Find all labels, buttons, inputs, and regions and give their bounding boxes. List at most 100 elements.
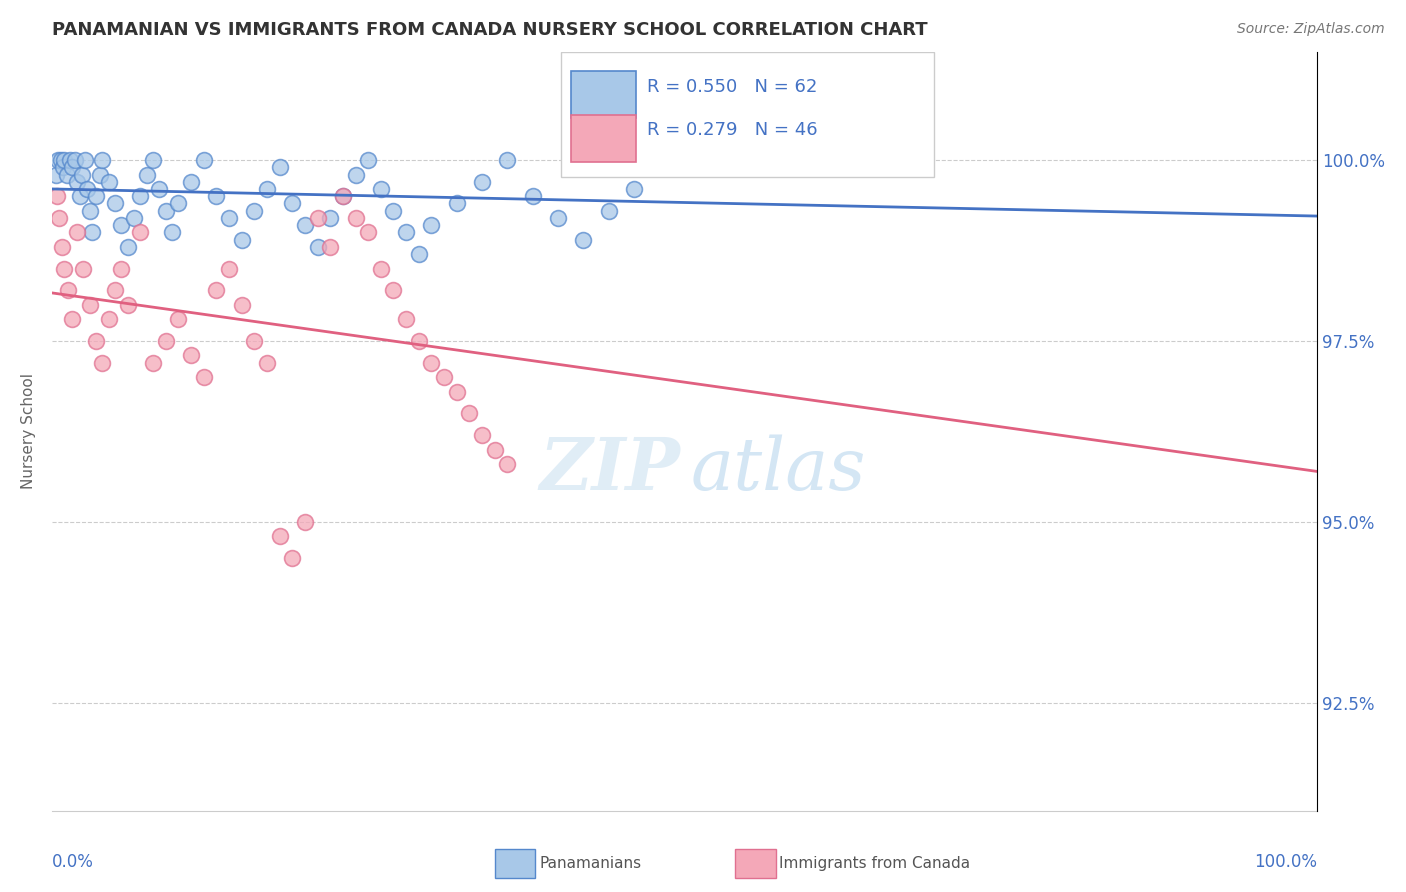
Point (433, 370, 456, 384)
Point (243, 203, 266, 218)
Point (357, 226, 380, 240)
Point (63, 153, 86, 167)
Point (84, 334, 107, 348)
Point (91, 356, 114, 370)
Point (307, 211, 329, 225)
Point (180, 349, 202, 363)
Text: Immigrants from Canada: Immigrants from Canada (779, 855, 970, 871)
Point (60, 312, 83, 326)
Point (382, 283, 405, 297)
Point (231, 233, 253, 247)
Point (84, 189, 107, 203)
Point (56, 168, 79, 182)
Y-axis label: Nursery School: Nursery School (21, 374, 35, 490)
Point (45, 168, 67, 182)
Point (281, 196, 304, 211)
Point (180, 175, 202, 189)
Point (218, 261, 240, 276)
Point (104, 196, 127, 211)
Point (97, 175, 120, 189)
Point (446, 196, 468, 211)
Text: Panamanians: Panamanians (538, 855, 641, 871)
Point (395, 312, 418, 326)
Point (129, 189, 152, 203)
Point (110, 218, 132, 232)
Point (218, 211, 240, 225)
Point (623, 182, 645, 196)
Point (344, 211, 367, 225)
Point (319, 211, 342, 225)
Point (58, 283, 80, 297)
Point (167, 312, 190, 326)
Point (382, 203, 405, 218)
Point (648, 161, 671, 175)
Point (269, 529, 291, 543)
Text: 0.0%: 0.0% (52, 854, 94, 871)
Point (294, 218, 316, 232)
Point (370, 182, 392, 196)
Point (484, 442, 506, 457)
Point (142, 153, 165, 167)
Point (332, 189, 354, 203)
Point (737, 153, 759, 167)
Point (122, 211, 145, 225)
Point (547, 211, 569, 225)
Point (72, 261, 94, 276)
Point (357, 153, 380, 167)
Text: R = 0.279   N = 46: R = 0.279 N = 46 (647, 120, 817, 139)
Point (344, 168, 367, 182)
Point (408, 334, 430, 348)
Text: atlas: atlas (690, 434, 866, 505)
Point (256, 182, 278, 196)
Point (598, 203, 620, 218)
FancyBboxPatch shape (571, 71, 637, 119)
FancyBboxPatch shape (735, 848, 776, 878)
Point (91, 153, 114, 167)
Point (370, 261, 392, 276)
Point (446, 384, 468, 399)
Point (243, 334, 266, 348)
Point (471, 175, 494, 189)
Point (332, 189, 354, 203)
Point (673, 153, 696, 167)
Text: R = 0.550   N = 62: R = 0.550 N = 62 (647, 78, 817, 96)
Point (458, 406, 481, 420)
Point (117, 298, 139, 312)
Point (97, 312, 120, 326)
FancyBboxPatch shape (571, 114, 637, 161)
FancyBboxPatch shape (561, 52, 934, 177)
Point (76, 182, 98, 196)
Point (408, 247, 430, 261)
Point (160, 226, 183, 240)
Point (155, 203, 177, 218)
Point (572, 233, 595, 247)
Point (395, 226, 418, 240)
Point (89, 168, 111, 182)
Point (73, 153, 96, 167)
Point (167, 196, 190, 211)
Point (471, 428, 494, 442)
Point (148, 182, 170, 196)
Point (117, 240, 139, 254)
Point (79, 203, 101, 218)
Point (104, 283, 127, 297)
Point (49, 153, 72, 167)
Point (69, 189, 91, 203)
Point (420, 218, 443, 232)
Point (420, 356, 443, 370)
Point (673, 153, 696, 167)
Point (307, 240, 329, 254)
Point (205, 189, 228, 203)
Point (45, 189, 67, 203)
Point (142, 356, 165, 370)
Point (319, 240, 342, 254)
Text: ZIP: ZIP (538, 434, 681, 505)
Point (496, 457, 519, 471)
Point (53, 153, 76, 167)
Point (79, 298, 101, 312)
Point (205, 283, 228, 297)
FancyBboxPatch shape (495, 848, 536, 878)
Point (53, 261, 76, 276)
Point (281, 551, 304, 566)
Point (135, 168, 157, 182)
